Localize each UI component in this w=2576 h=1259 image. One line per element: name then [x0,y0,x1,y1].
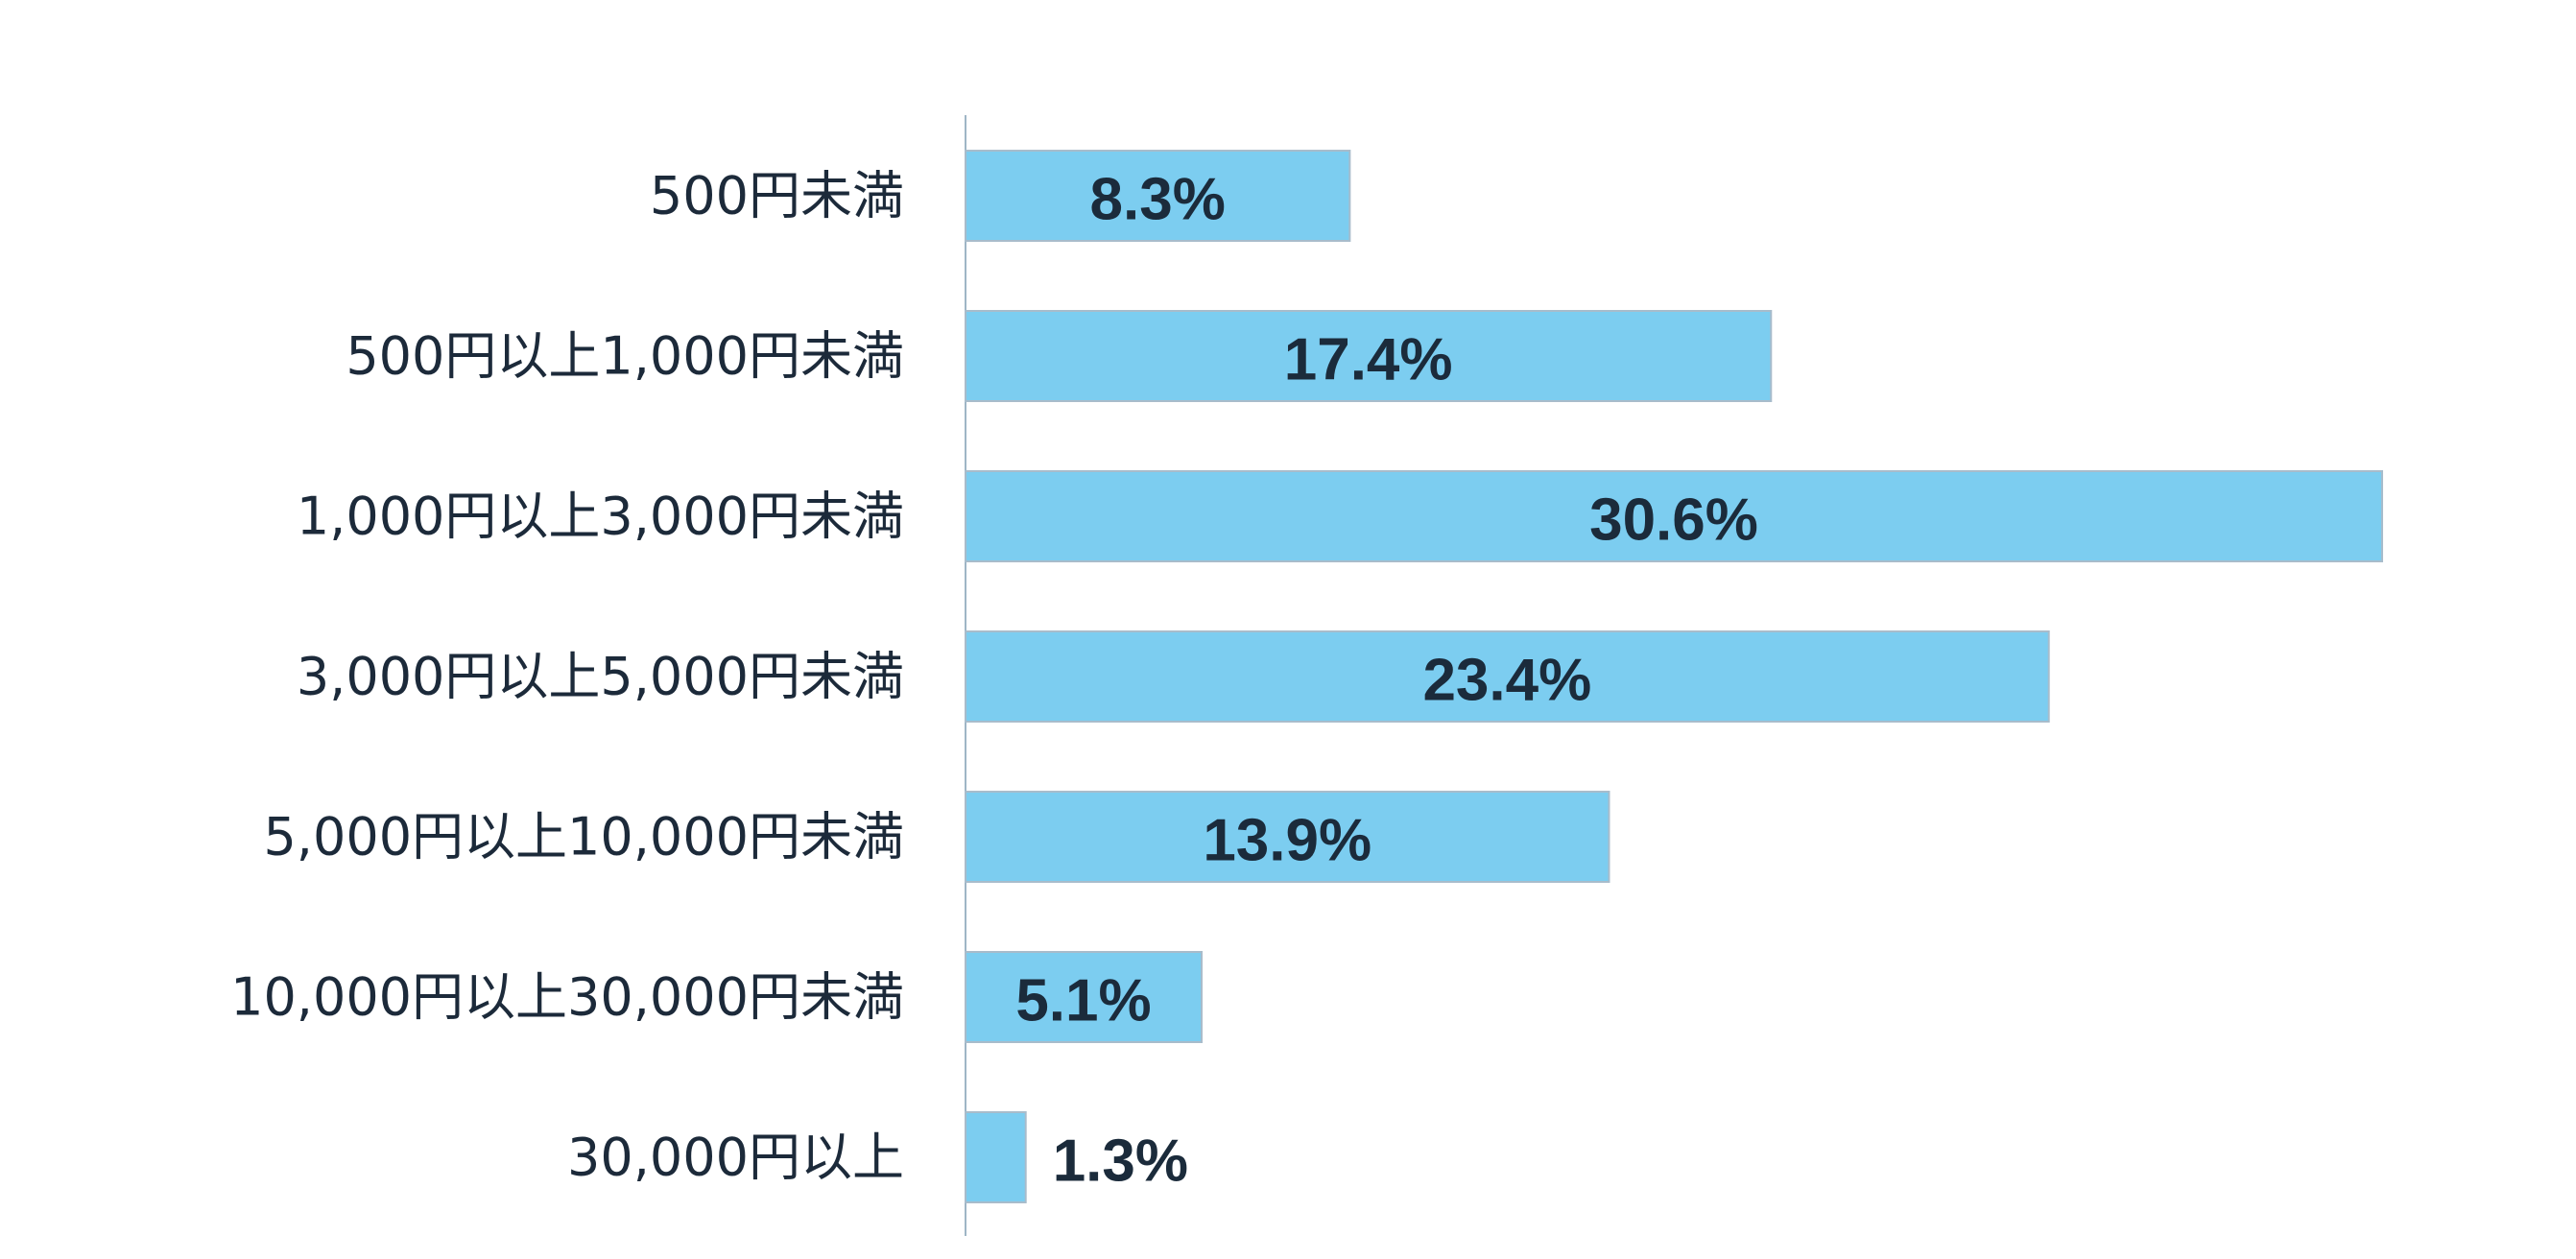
value-label-1: 8.3% [1090,167,1226,233]
category-label-1: 500円未満 [650,166,904,226]
value-label-2: 17.4% [1284,327,1453,393]
bar-3 [965,470,2383,562]
bar-5 [965,791,1610,883]
value-labels-group: 8.3% 17.4% 30.6% 23.4% 13.9% 5.1% 1.3% [1015,167,1758,1195]
category-label-3: 1,000円以上3,000円未満 [297,487,904,547]
value-label-7: 1.3% [1053,1128,1188,1195]
bar-7 [965,1111,1027,1203]
category-label-6: 10,000円以上30,000円未満 [230,967,904,1028]
category-label-4: 3,000円以上5,000円未満 [297,647,904,707]
bar-2 [965,310,1773,402]
bars-group [965,150,2383,1203]
category-label-2: 500円以上1,000円未満 [346,326,904,387]
value-label-3: 30.6% [1589,487,1758,554]
value-label-6: 5.1% [1015,968,1151,1034]
bar-6 [965,951,1203,1043]
value-label-4: 23.4% [1422,648,1591,714]
category-labels-group: 500円未満 500円以上1,000円未満 1,000円以上3,000円未満 3,00… [230,166,904,1188]
value-label-5: 13.9% [1203,808,1371,874]
category-label-7: 30,000円以上 [567,1128,904,1188]
bar-1 [965,150,1351,242]
bar-4 [965,630,2050,723]
category-label-5: 5,000円以上10,000円未満 [263,807,904,867]
